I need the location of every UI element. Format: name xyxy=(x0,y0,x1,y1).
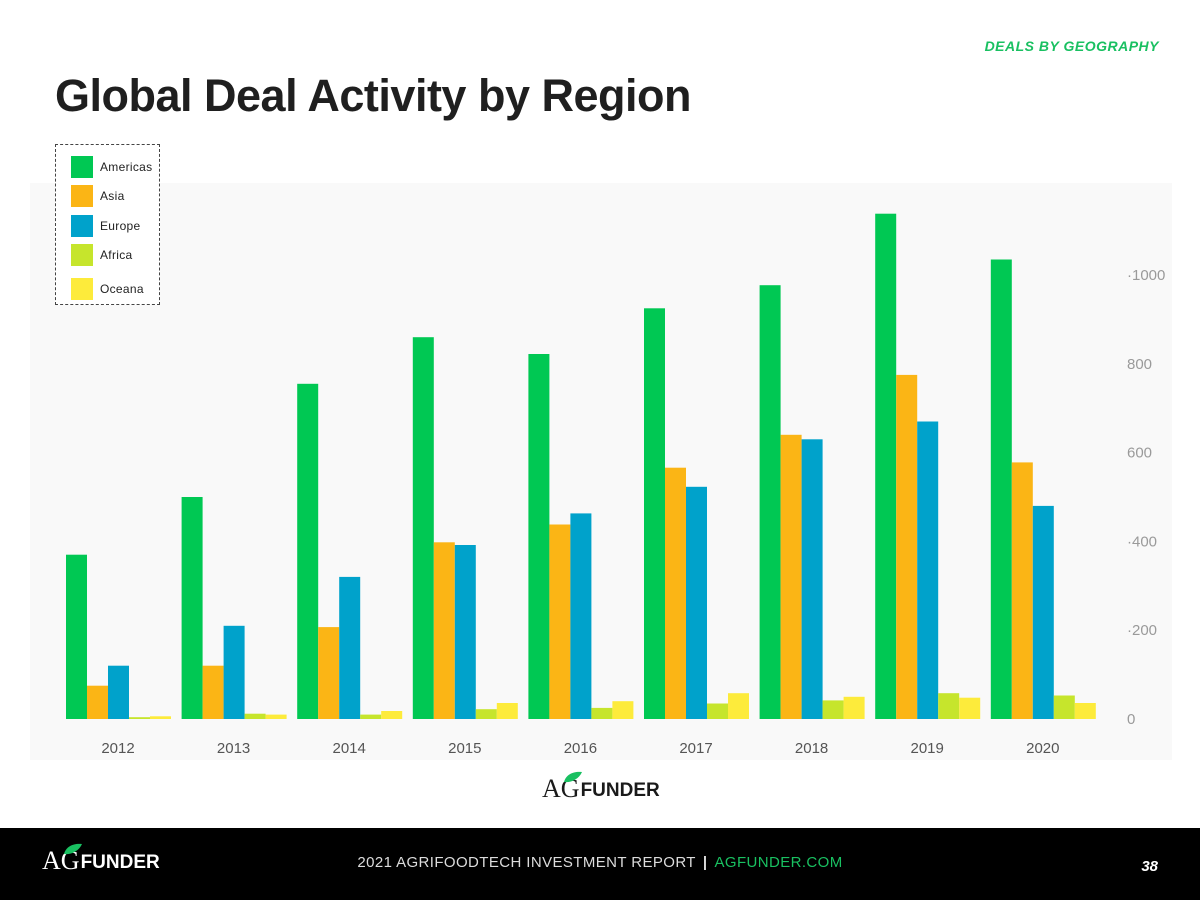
bar-americas-2020 xyxy=(990,259,1012,719)
footer-report-title: 2021 AGRIFOODTECH INVESTMENT REPORT xyxy=(357,854,696,871)
footer-site-link[interactable]: AGFUNDER.COM xyxy=(714,854,843,871)
x-tick-label: 2013 xyxy=(217,740,250,757)
y-tick-label: 600 xyxy=(1127,445,1152,462)
legend-label-americas: Americas xyxy=(100,160,153,174)
bar-europe-2018 xyxy=(801,439,823,719)
section-tag: DEALS BY GEOGRAPHY xyxy=(984,38,1159,54)
x-tick-label: 2012 xyxy=(101,740,134,757)
bar-africa-2015 xyxy=(475,709,497,719)
bar-asia-2013 xyxy=(202,665,224,719)
bar-africa-2013 xyxy=(244,713,266,719)
footer-separator: | xyxy=(702,854,708,871)
x-tick-label: 2015 xyxy=(448,740,481,757)
legend-label-europe: Europe xyxy=(100,219,141,233)
bar-africa-2020 xyxy=(1053,695,1075,719)
page-number: 38 xyxy=(1141,858,1158,875)
x-tick-label: 2017 xyxy=(679,740,712,757)
bar-oceana-2018 xyxy=(843,696,865,719)
bar-africa-2012 xyxy=(129,717,150,719)
x-tick-label: 2020 xyxy=(1026,740,1059,757)
bar-europe-2017 xyxy=(686,486,707,719)
bar-asia-2019 xyxy=(896,374,918,719)
x-tick-label: 2016 xyxy=(564,740,597,757)
legend-item-oceana: Oceana xyxy=(71,278,144,300)
legend-swatch-europe xyxy=(71,215,93,237)
bar-oceana-2020 xyxy=(1074,703,1096,719)
bar-americas-2018 xyxy=(759,285,781,719)
bar-europe-2013 xyxy=(223,625,245,719)
leaf-icon xyxy=(564,771,582,783)
bar-africa-2019 xyxy=(938,693,960,719)
bar-americas-2019 xyxy=(875,213,897,719)
footer-leaf-icon xyxy=(64,843,82,855)
bar-europe-2014 xyxy=(339,576,361,719)
x-tick-label: 2014 xyxy=(333,740,366,757)
legend-swatch-asia xyxy=(71,185,93,207)
x-tick-label: 2018 xyxy=(795,740,828,757)
bar-africa-2016 xyxy=(591,707,613,719)
agfunder-logo-center: AG FUNDER xyxy=(542,771,660,802)
legend-label-africa: Africa xyxy=(100,248,133,262)
bar-europe-2019 xyxy=(917,421,939,719)
bar-oceana-2019 xyxy=(959,697,981,719)
bar-americas-2012 xyxy=(66,554,87,719)
plot-background xyxy=(30,183,1172,760)
bar-africa-2018 xyxy=(822,700,844,719)
bar-europe-2020 xyxy=(1032,505,1054,719)
bar-asia-2018 xyxy=(780,434,802,719)
bar-africa-2014 xyxy=(360,714,382,719)
y-tick-label: ·1000 xyxy=(1127,267,1165,284)
legend-item-europe: Europe xyxy=(71,215,141,237)
legend-item-americas: Americas xyxy=(71,156,152,178)
footer-bar: AG FUNDER 2021 AGRIFOODTECH INVESTMENT R… xyxy=(0,828,1200,900)
footer-text: 2021 AGRIFOODTECH INVESTMENT REPORT | AGFU… xyxy=(0,854,1200,871)
bar-asia-2017 xyxy=(665,467,686,719)
bar-asia-2012 xyxy=(87,685,108,719)
bar-asia-2015 xyxy=(433,542,455,719)
bar-asia-2020 xyxy=(1011,462,1033,719)
page-title: Global Deal Activity by Region xyxy=(55,70,691,121)
logo-funder: FUNDER xyxy=(580,780,660,801)
legend-item-africa: Africa xyxy=(71,244,132,266)
bar-oceana-2015 xyxy=(496,703,518,719)
bar-americas-2017 xyxy=(644,308,665,719)
bar-africa-2017 xyxy=(707,703,728,719)
bar-oceana-2012 xyxy=(150,716,171,719)
bar-americas-2015 xyxy=(412,337,434,719)
bar-americas-2014 xyxy=(297,383,319,719)
bar-asia-2014 xyxy=(318,627,340,719)
y-tick-label: 0 xyxy=(1127,711,1135,728)
legend-swatch-africa xyxy=(71,244,93,266)
bar-oceana-2017 xyxy=(728,693,749,719)
legend-swatch-americas xyxy=(71,156,93,178)
y-tick-label: 800 xyxy=(1127,356,1152,373)
y-tick-label: ·400 xyxy=(1127,533,1157,550)
bar-oceana-2014 xyxy=(381,711,403,719)
chart-legend: Americas Asia Europe Africa Oceana xyxy=(55,144,160,305)
bar-europe-2016 xyxy=(570,513,592,719)
agfunder-logo-footer: AG FUNDER xyxy=(42,843,160,874)
bar-asia-2016 xyxy=(549,524,571,719)
bar-americas-2013 xyxy=(181,497,203,719)
bar-europe-2012 xyxy=(108,665,129,719)
legend-swatch-oceana xyxy=(71,278,93,300)
legend-label-oceana: Oceana xyxy=(100,282,144,296)
legend-item-asia: Asia xyxy=(71,185,125,207)
footer-logo-funder: FUNDER xyxy=(80,852,160,873)
bar-oceana-2016 xyxy=(612,701,634,719)
bar-oceana-2013 xyxy=(265,714,287,719)
bar-americas-2016 xyxy=(528,354,550,719)
legend-label-asia: Asia xyxy=(100,189,125,203)
y-tick-label: ·200 xyxy=(1127,622,1157,639)
x-tick-label: 2019 xyxy=(911,740,944,757)
bar-europe-2015 xyxy=(454,545,476,719)
